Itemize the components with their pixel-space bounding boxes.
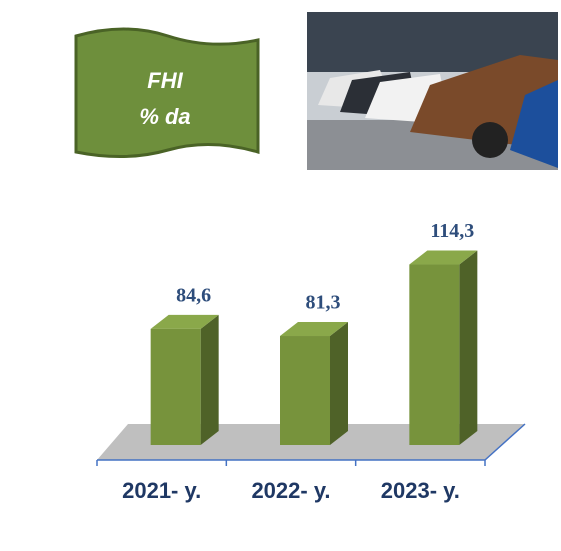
bar-side [200, 314, 219, 445]
bar [150, 314, 219, 445]
value-label: 84,6 [176, 284, 211, 306]
bar-front [280, 336, 330, 445]
bar [409, 250, 478, 445]
x-tick-label: 2022- y. [251, 478, 330, 503]
bar-top [150, 314, 219, 329]
bar-front [150, 328, 201, 445]
chart-subtitle: % da [139, 104, 190, 129]
car-photo [307, 12, 558, 170]
bar-side [330, 322, 348, 445]
bar [280, 322, 348, 445]
bar-front [409, 264, 460, 445]
flag-banner [74, 27, 260, 158]
chart-title: FHI [147, 68, 183, 93]
bar-side [459, 250, 478, 445]
bar-top [280, 322, 348, 337]
x-tick-label: 2023- y. [381, 478, 460, 503]
bar-top [409, 250, 478, 265]
value-label: 114,3 [430, 220, 474, 242]
floor-edge [484, 423, 526, 461]
x-tick-label: 2021- y. [122, 478, 201, 503]
value-label: 81,3 [306, 292, 341, 314]
